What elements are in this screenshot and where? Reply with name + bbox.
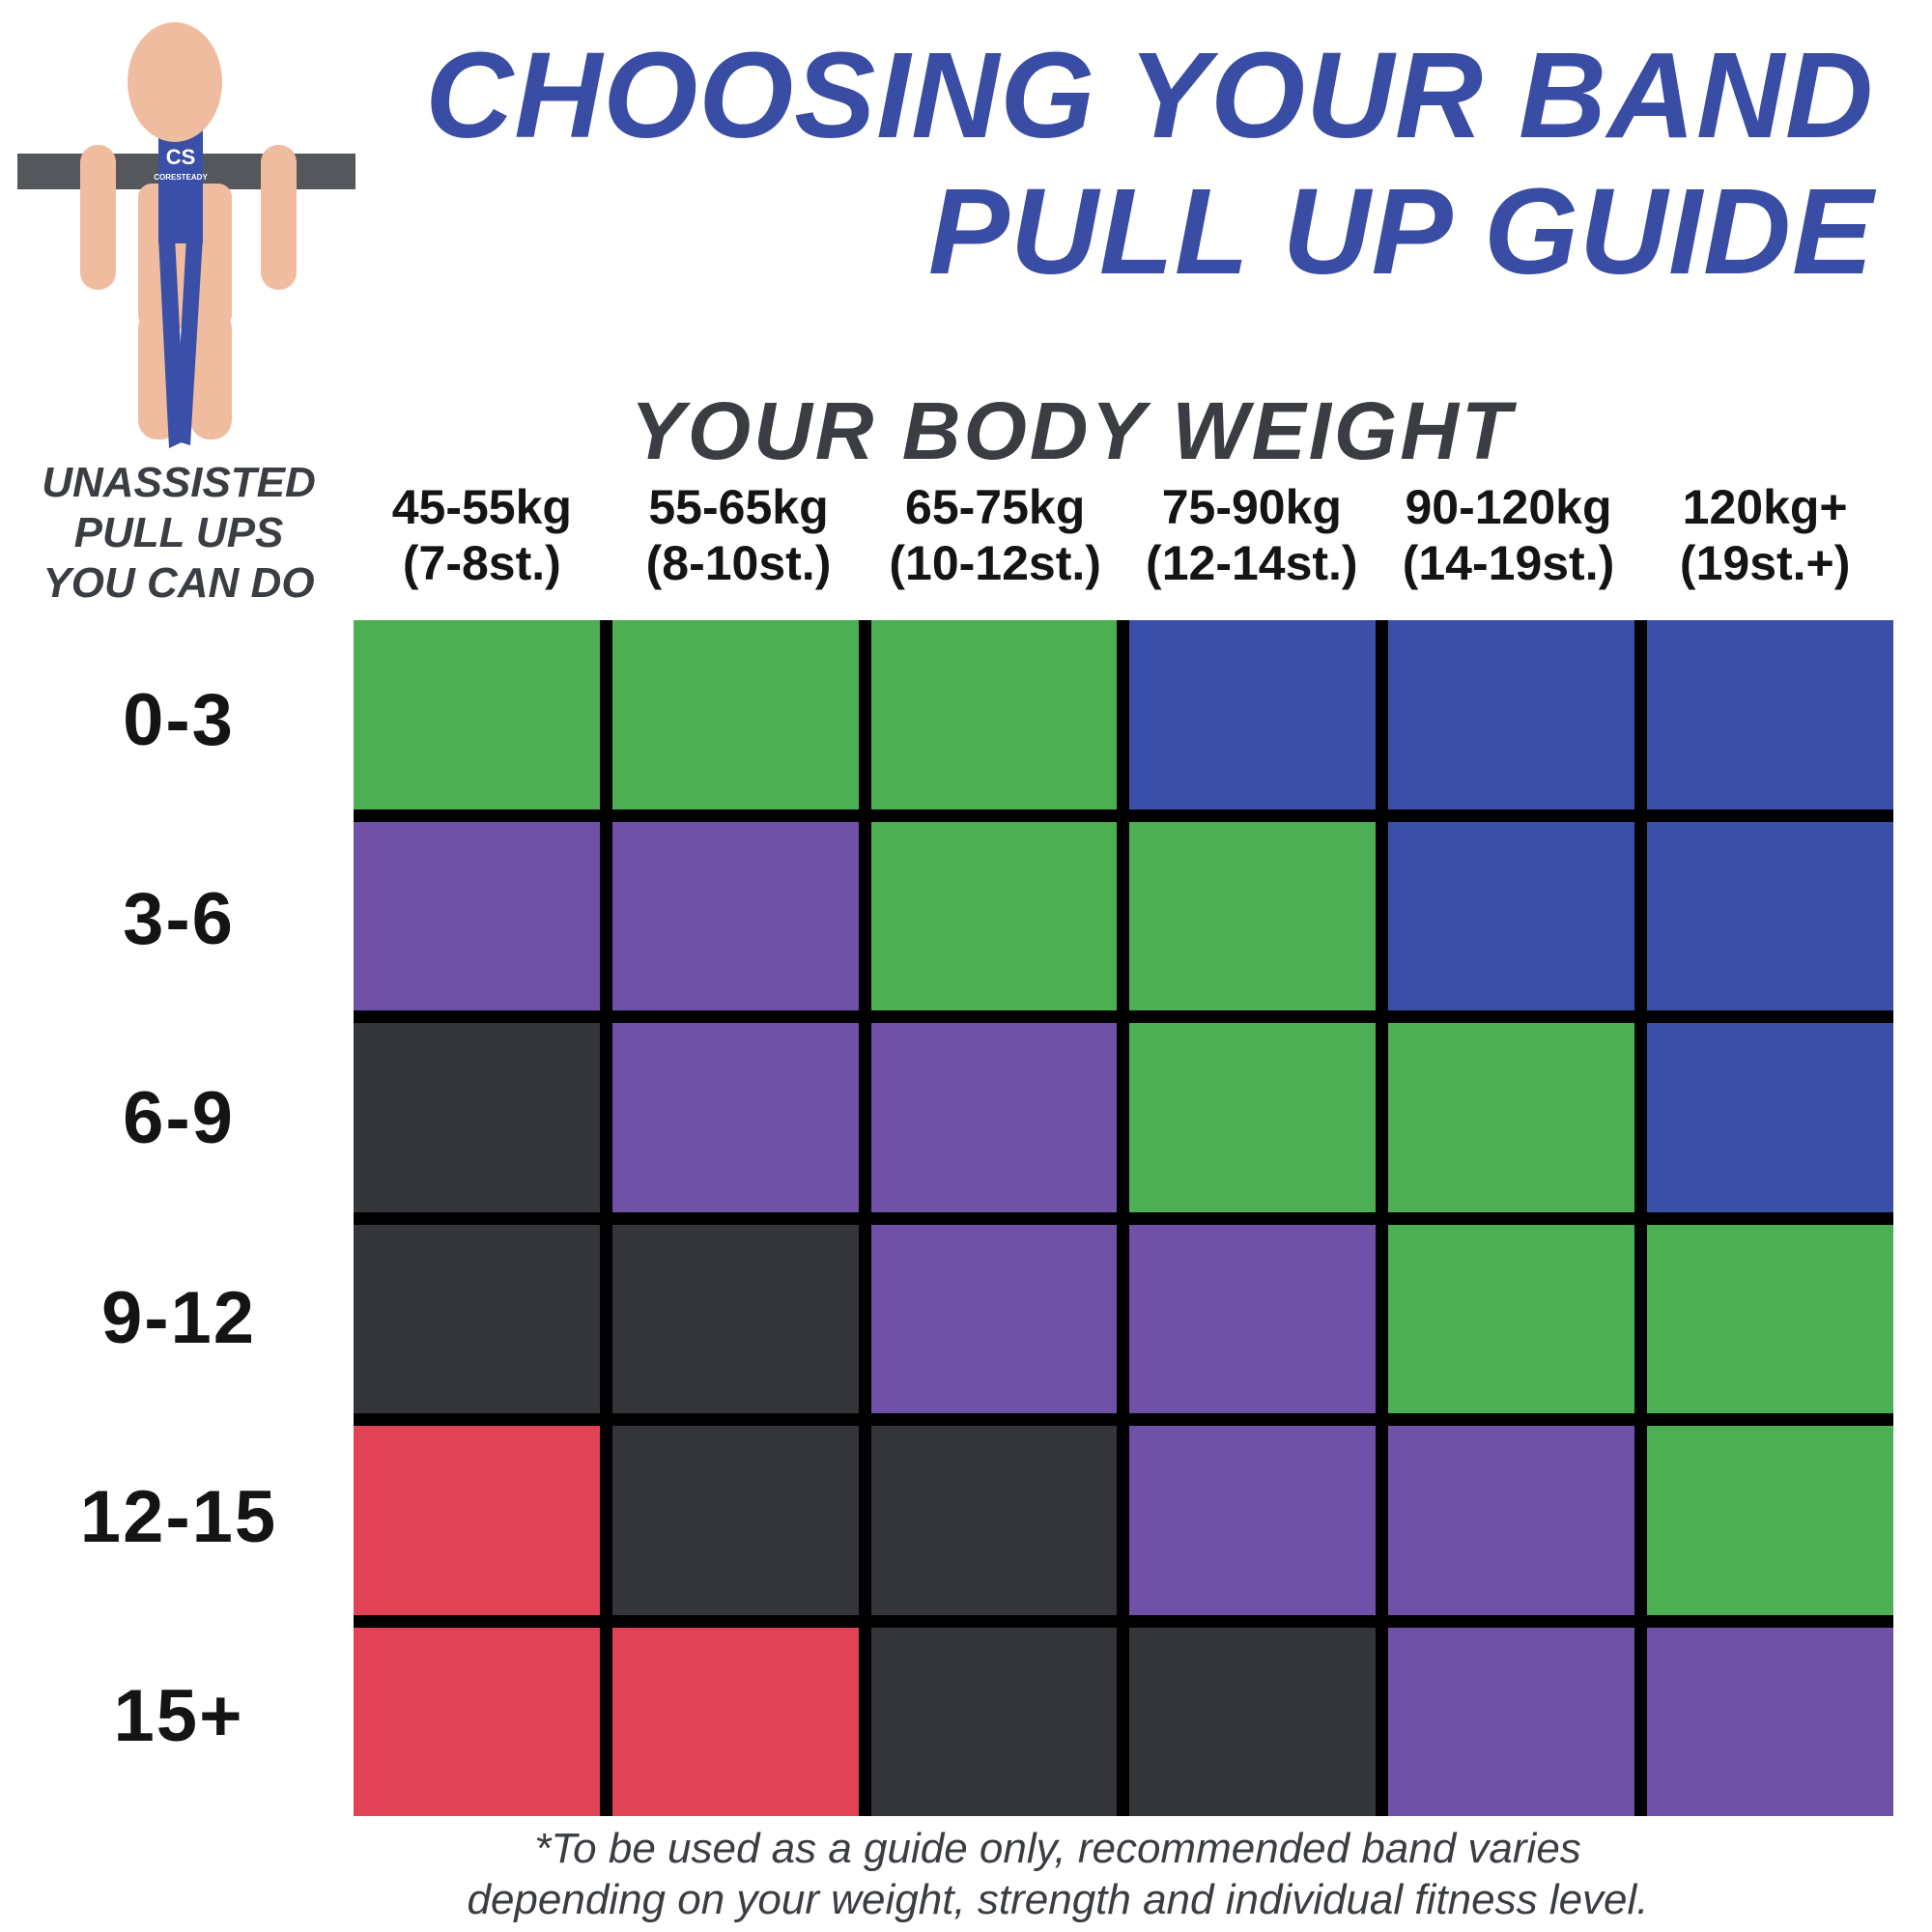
figure-right-leg bbox=[190, 309, 232, 440]
grid-cell-r6c1-red-band bbox=[354, 1627, 600, 1816]
grid-cell-r1c1-green-band bbox=[354, 620, 600, 810]
column-header-75-90kg: 75-90kg (12-14st.) bbox=[1123, 479, 1380, 591]
grid-cell-r4c3-purple-band bbox=[870, 1224, 1118, 1413]
band-grid bbox=[354, 620, 1893, 1816]
body-weight-header: YOUR BODY WEIGHT bbox=[630, 385, 1515, 476]
grid-cell-r6c3-black-band bbox=[870, 1627, 1118, 1816]
grid-cell-r1c3-green-band bbox=[870, 620, 1118, 810]
column-header-kg: 120kg+ bbox=[1682, 480, 1848, 534]
figure-right-arm bbox=[261, 145, 297, 290]
row-axis-label: UNASSISTED PULL UPS YOU CAN DO bbox=[24, 458, 333, 609]
grid-cell-r4c1-black-band bbox=[354, 1224, 600, 1413]
page-title: CHOOSING YOUR BAND PULL UP GUIDE bbox=[425, 27, 1874, 299]
column-header-90-120kg: 90-120kg (14-19st.) bbox=[1380, 479, 1637, 591]
grid-cell-r2c6-blue-band bbox=[1647, 821, 1893, 1010]
row-labels: 0-3 3-6 6-9 9-12 12-15 15+ bbox=[24, 620, 333, 1816]
grid-cell-r5c2-black-band bbox=[611, 1426, 859, 1615]
row-label-3-6: 3-6 bbox=[123, 877, 235, 960]
grid-cell-r1c6-blue-band bbox=[1647, 620, 1893, 810]
resistance-band-right-strand bbox=[175, 237, 203, 445]
row-axis-label-line-3: YOU CAN DO bbox=[43, 558, 315, 607]
grid-cell-r4c2-black-band bbox=[611, 1224, 859, 1413]
column-header-65-75kg: 65-75kg (10-12st.) bbox=[867, 479, 1123, 591]
grid-cell-r5c6-green-band bbox=[1647, 1426, 1893, 1615]
title-line-2: PULL UP GUIDE bbox=[927, 163, 1874, 300]
grid-cell-r2c5-blue-band bbox=[1388, 821, 1635, 1010]
grid-cell-r2c4-green-band bbox=[1129, 821, 1377, 1010]
column-header-stone: (10-12st.) bbox=[889, 536, 1101, 590]
band-logo-monogram-icon: CS bbox=[166, 145, 196, 169]
footnote-line-1: *To be used as a guide only, recommended… bbox=[534, 1825, 1581, 1872]
grid-cell-r5c1-red-band bbox=[354, 1426, 600, 1615]
title-line-1: CHOOSING YOUR BAND bbox=[425, 27, 1874, 163]
column-header-stone: (19st.+) bbox=[1679, 536, 1851, 590]
grid-cell-r1c2-green-band bbox=[611, 620, 859, 810]
footnote-line-2: depending on your weight, strength and i… bbox=[467, 1875, 1649, 1923]
row-axis-label-line-2: PULL UPS bbox=[73, 508, 284, 556]
grid-cell-r6c6-purple-band bbox=[1647, 1627, 1893, 1816]
grid-cell-r3c2-purple-band bbox=[611, 1023, 859, 1212]
figure-left-arm bbox=[80, 145, 116, 290]
grid-cell-r4c6-green-band bbox=[1647, 1224, 1893, 1413]
grid-cell-r5c4-purple-band bbox=[1129, 1426, 1377, 1615]
column-headers: 45-55kg (7-8st.) 55-65kg (8-10st.) 65-75kg (1… bbox=[354, 479, 1893, 591]
grid-cell-r3c6-blue-band bbox=[1647, 1023, 1893, 1212]
grid-cell-r1c5-blue-band bbox=[1388, 620, 1635, 810]
column-header-stone: (14-19st.) bbox=[1402, 536, 1615, 590]
grid-cell-r4c4-purple-band bbox=[1129, 1224, 1377, 1413]
pullup-figure-illustration: CS CORESTEADY bbox=[17, 22, 355, 448]
band-logo-text: CORESTEADY bbox=[154, 173, 208, 182]
grid-cell-r2c1-purple-band bbox=[354, 821, 600, 1010]
grid-cell-r3c3-purple-band bbox=[870, 1023, 1118, 1212]
column-header-kg: 90-120kg bbox=[1405, 480, 1612, 534]
row-label-0-3: 0-3 bbox=[123, 678, 235, 761]
grid-cell-r3c5-green-band bbox=[1388, 1023, 1635, 1212]
column-header-120kg+: 120kg+ (19st.+) bbox=[1636, 479, 1893, 591]
column-header-45-55kg: 45-55kg (7-8st.) bbox=[354, 479, 611, 591]
column-header-kg: 55-65kg bbox=[648, 480, 829, 534]
grid-cell-r3c1-black-band bbox=[354, 1023, 600, 1212]
row-label-15+: 15+ bbox=[113, 1675, 244, 1758]
row-label-12-15: 12-15 bbox=[79, 1475, 278, 1558]
row-label-6-9: 6-9 bbox=[123, 1077, 235, 1160]
figure-head bbox=[128, 22, 222, 142]
grid-cell-r1c4-blue-band bbox=[1129, 620, 1377, 810]
grid-cell-r4c5-green-band bbox=[1388, 1224, 1635, 1413]
grid-cell-r5c5-purple-band bbox=[1388, 1426, 1635, 1615]
column-header-55-65kg: 55-65kg (8-10st.) bbox=[611, 479, 867, 591]
grid-cell-r3c4-green-band bbox=[1129, 1023, 1377, 1212]
grid-cell-r2c2-purple-band bbox=[611, 821, 859, 1010]
column-header-stone: (8-10st.) bbox=[645, 536, 832, 590]
column-header-kg: 75-90kg bbox=[1161, 480, 1342, 534]
column-header-stone: (12-14st.) bbox=[1146, 536, 1358, 590]
grid-cell-r5c3-black-band bbox=[870, 1426, 1118, 1615]
row-label-9-12: 9-12 bbox=[100, 1276, 257, 1359]
footnote: *To be used as a guide only, recommended… bbox=[184, 1824, 1932, 1926]
column-header-kg: 45-55kg bbox=[391, 480, 572, 534]
grid-cell-r6c5-purple-band bbox=[1388, 1627, 1635, 1816]
grid-cell-r2c3-green-band bbox=[870, 821, 1118, 1010]
grid-cell-r6c4-black-band bbox=[1129, 1627, 1377, 1816]
row-axis-label-line-1: UNASSISTED bbox=[42, 459, 316, 506]
grid-cell-r6c2-red-band bbox=[611, 1627, 859, 1816]
column-header-stone: (7-8st.) bbox=[402, 536, 561, 590]
column-header-kg: 65-75kg bbox=[905, 480, 1086, 534]
